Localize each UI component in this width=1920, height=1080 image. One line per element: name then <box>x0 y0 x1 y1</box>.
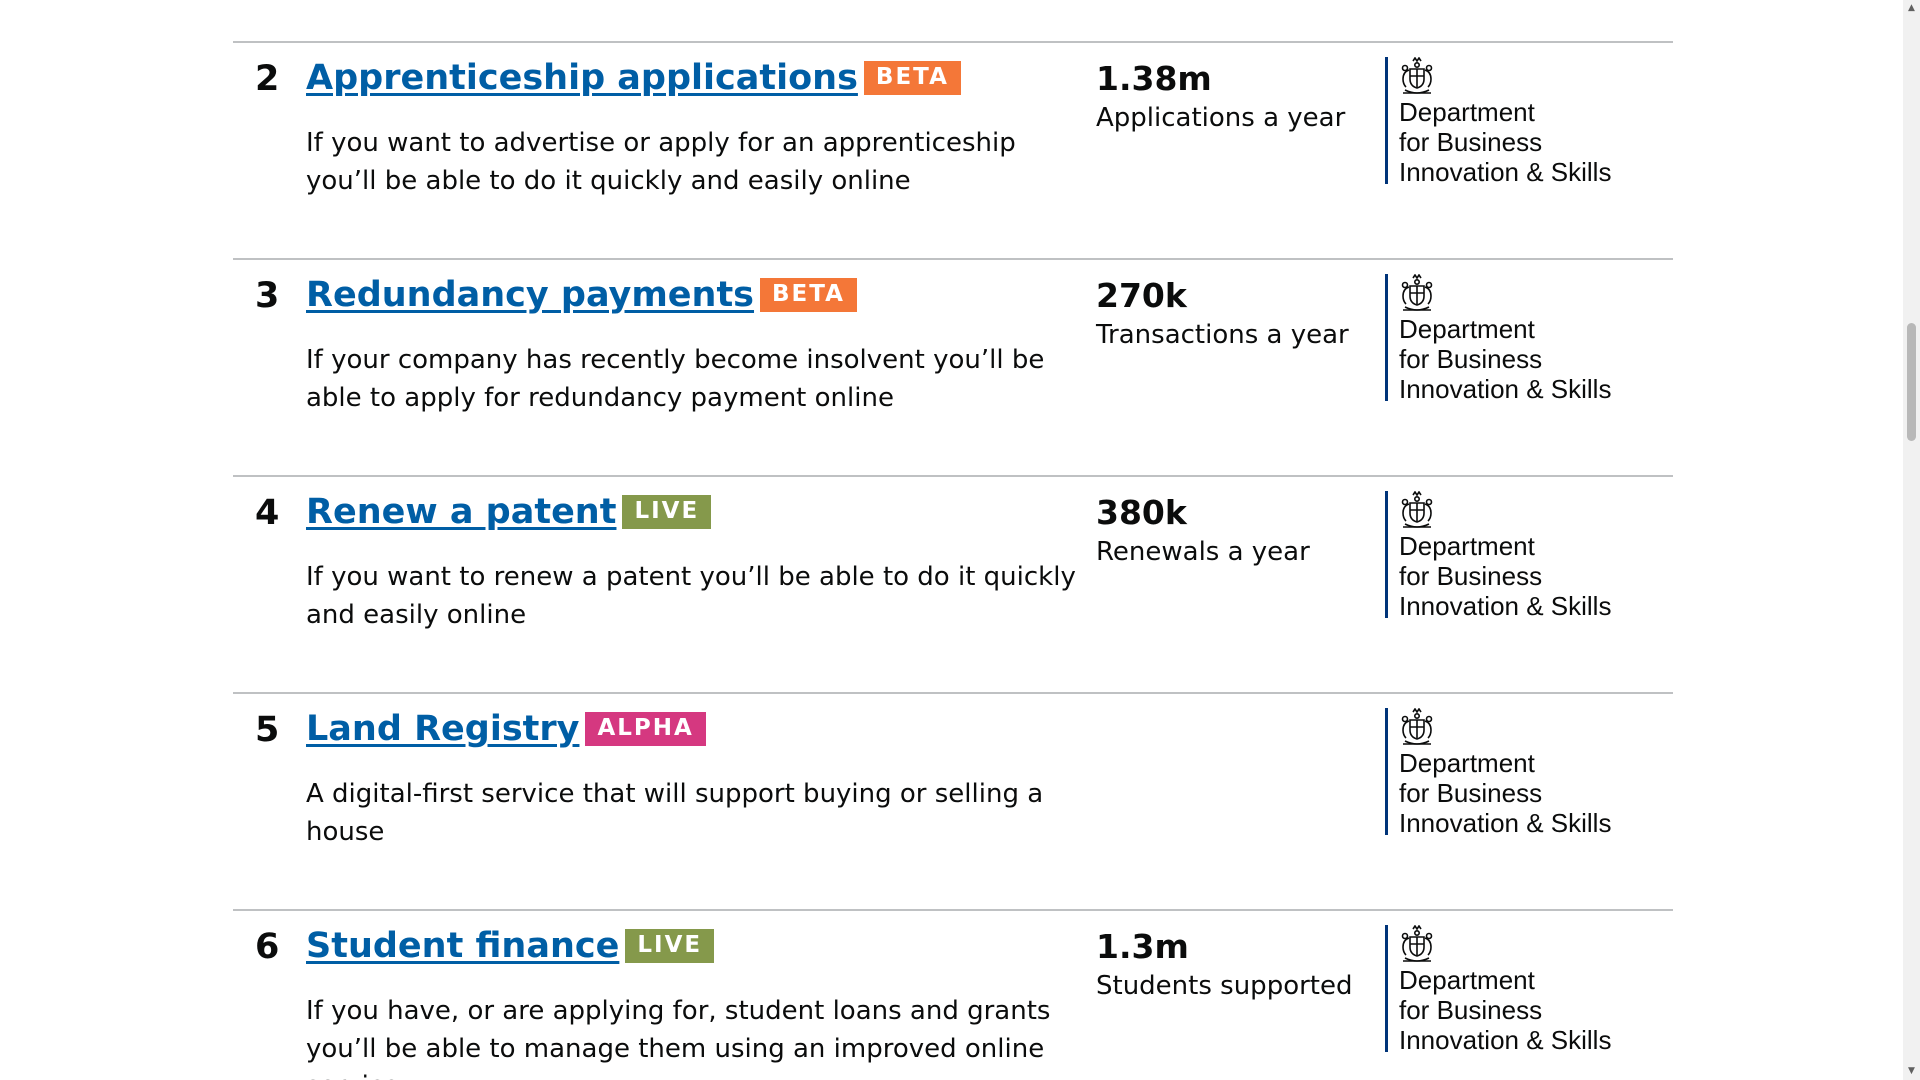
stat-value: 1.3m <box>1096 927 1189 966</box>
service-title-link[interactable]: Apprenticeship applications <box>306 58 858 98</box>
crest-icon <box>1401 274 1433 311</box>
crest-icon <box>1401 491 1433 528</box>
stat-label: Applications a year <box>1096 102 1346 133</box>
department-name-line-2: for Business <box>1399 344 1543 374</box>
department-name-line-3: Innovation & Skills <box>1399 157 1612 187</box>
department-name-line-1: Department <box>1399 965 1535 995</box>
stat-value: 1.38m <box>1096 59 1212 98</box>
department-name-line-3: Innovation & Skills <box>1399 1025 1612 1055</box>
department-name-line-2: for Business <box>1399 127 1543 157</box>
service-heading: Renew a patent LIVE <box>306 491 1086 533</box>
service-heading: Apprenticeship applications BETA <box>306 57 1086 99</box>
scrollbar-thumb[interactable] <box>1907 323 1916 441</box>
department-link[interactable]: Department for Business Innovation & Ski… <box>1385 491 1645 621</box>
arrow-down-icon[interactable]: ▼ <box>1908 1066 1915 1076</box>
stat-value: 380k <box>1096 493 1187 532</box>
phase-badge: LIVE <box>625 929 715 963</box>
service-heading: Land Registry ALPHA <box>306 708 1086 750</box>
crest-icon <box>1401 925 1433 962</box>
department-name-line-2: for Business <box>1399 561 1543 591</box>
department-link[interactable]: Department for Business Innovation & Ski… <box>1385 274 1645 404</box>
phase-badge: BETA <box>760 278 857 312</box>
phase-badge: ALPHA <box>585 712 706 746</box>
service-stat: 1.3m Students supported <box>1096 926 1376 1004</box>
department-name-line-2: for Business <box>1399 995 1543 1025</box>
service-row: 3 Redundancy payments BETA If your compan… <box>233 258 1673 475</box>
service-row: 2 Apprenticeship applications BETA If you… <box>233 41 1673 258</box>
department-link[interactable]: Department for Business Innovation & Ski… <box>1385 708 1645 838</box>
service-description: If your company has recently become inso… <box>306 345 1045 413</box>
stat-value: 270k <box>1096 276 1187 315</box>
stat-label: Transactions a year <box>1096 319 1349 350</box>
service-title-link[interactable]: Redundancy payments <box>306 275 755 315</box>
department-link[interactable]: Department for Business Innovation & Ski… <box>1385 57 1645 187</box>
department-link[interactable]: Department for Business Innovation & Ski… <box>1385 925 1645 1055</box>
department-name-line-1: Department <box>1399 748 1535 778</box>
phase-badge: LIVE <box>622 495 712 529</box>
service-description: If you want to advertise or apply for an… <box>306 128 1016 196</box>
department-name-line-1: Department <box>1399 314 1535 344</box>
service-description: If you have, or are applying for, studen… <box>306 996 1051 1080</box>
crest-icon <box>1401 708 1433 745</box>
phase-badge: BETA <box>863 61 961 95</box>
service-stat: 270k Transactions a year <box>1096 275 1376 353</box>
service-title-link[interactable]: Student finance <box>306 926 620 966</box>
services-list: 2 Apprenticeship applications BETA If you… <box>233 41 1673 1080</box>
department-name-line-1: Department <box>1399 531 1535 561</box>
service-title-link[interactable]: Renew a patent <box>306 492 617 532</box>
service-rank: 2 <box>255 59 280 99</box>
service-heading: Redundancy payments BETA <box>306 274 1086 316</box>
department-name-line-3: Innovation & Skills <box>1399 374 1612 404</box>
service-heading: Student finance LIVE <box>306 925 1086 967</box>
service-rank: 5 <box>255 710 280 750</box>
stat-label: Students supported <box>1096 970 1353 1001</box>
department-name-line-3: Innovation & Skills <box>1399 808 1612 838</box>
service-row: 6 Student finance LIVE If you have, or ar… <box>233 909 1673 1080</box>
department-name-line-2: for Business <box>1399 778 1543 808</box>
service-stat: 1.38m Applications a year <box>1096 58 1376 136</box>
arrow-up-icon[interactable]: ▲ <box>1908 3 1915 13</box>
service-rank: 6 <box>255 927 280 967</box>
service-row: 4 Renew a patent LIVE If you want to rene… <box>233 475 1673 692</box>
service-rank: 4 <box>255 493 280 533</box>
department-name-line-3: Innovation & Skills <box>1399 591 1612 621</box>
service-title-link[interactable]: Land Registry <box>306 709 580 749</box>
crest-icon <box>1401 57 1433 94</box>
service-description: A digital-first service that will suppor… <box>306 779 1044 847</box>
service-description: If you want to renew a patent you’ll be … <box>306 562 1076 630</box>
vertical-scrollbar[interactable]: ▲ ▼ <box>1903 0 1920 1080</box>
stat-label: Renewals a year <box>1096 536 1310 567</box>
service-row: 5 Land Registry ALPHA A digital-first ser… <box>233 692 1673 909</box>
service-rank: 3 <box>255 276 280 316</box>
department-name-line-1: Department <box>1399 97 1535 127</box>
service-stat: 380k Renewals a year <box>1096 492 1376 570</box>
